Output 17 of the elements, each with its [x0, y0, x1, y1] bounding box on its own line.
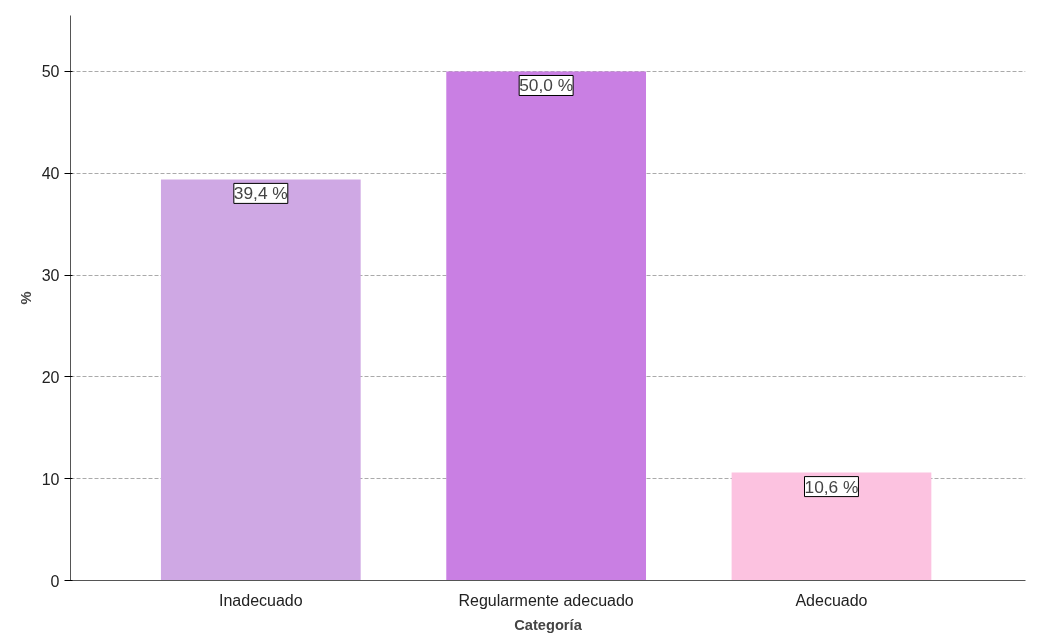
x-axis-title: Categoría — [514, 616, 583, 633]
y-tick-label: 20 — [41, 368, 60, 386]
x-tick-label: Inadecuado — [219, 591, 303, 609]
y-tick-label: 40 — [41, 165, 60, 183]
data-label: 10,6 % — [804, 476, 859, 497]
y-tick-label: 10 — [41, 470, 60, 488]
bar — [160, 179, 361, 581]
x-tick-label: Regularmente adecuado — [458, 591, 634, 609]
y-tick-label: 30 — [41, 267, 60, 285]
y-tick-label: 0 — [50, 572, 60, 590]
x-tick-label: Adecuado — [795, 591, 868, 609]
bar — [446, 71, 647, 581]
bar — [731, 472, 932, 581]
data-label: 39,4 % — [233, 183, 288, 204]
data-label: 50,0 % — [519, 75, 574, 96]
y-axis-title: % — [17, 291, 34, 305]
y-tick-label: 50 — [41, 63, 60, 81]
